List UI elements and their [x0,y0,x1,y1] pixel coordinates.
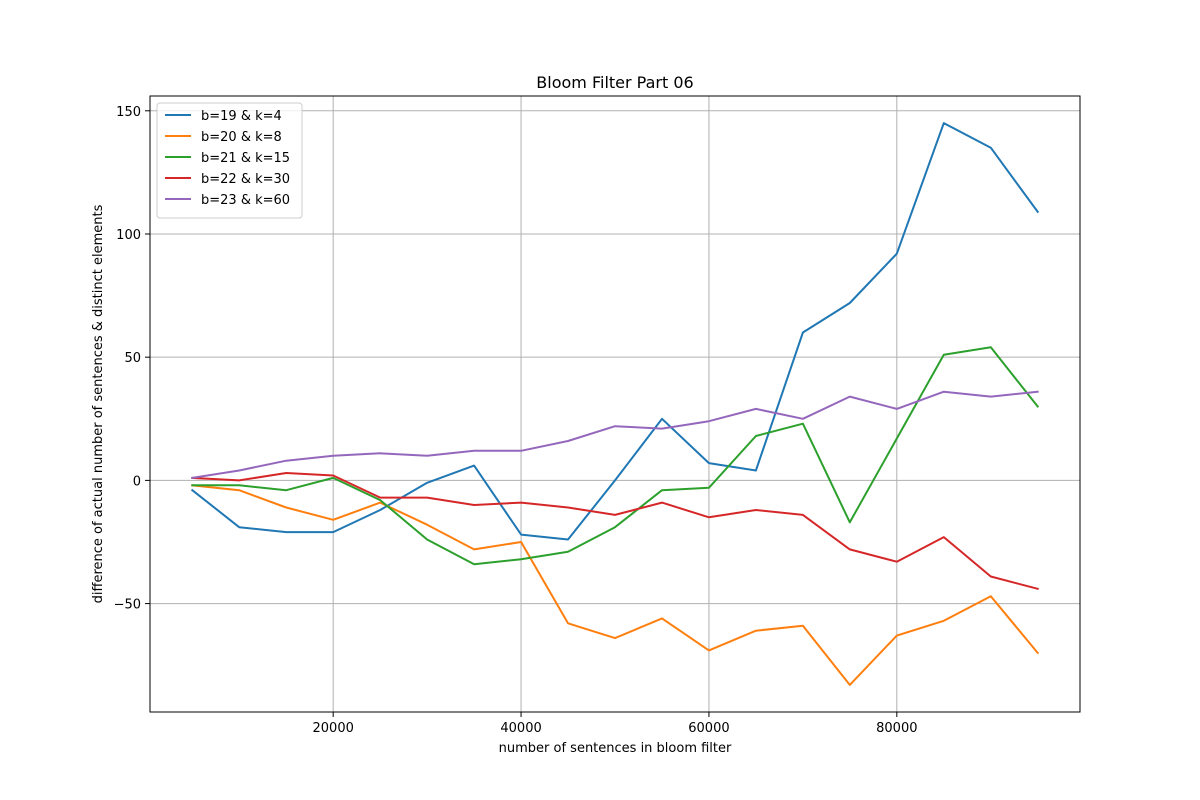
y-tick-label: 50 [124,351,141,366]
y-tick-label: −50 [114,598,141,613]
legend-label: b=19 & k=4 [201,109,282,124]
series-lines [190,122,1040,686]
plot-area-frame [149,95,1081,713]
x-axis-ticks: 20000 40000 60000 80000 [313,712,917,736]
series-line-3 [191,346,1040,566]
y-axis-label: difference of actual number of sentences… [91,204,106,603]
series-line-5 [191,390,1039,480]
y-tick-label: 150 [116,105,141,120]
series-line-2 [191,484,1040,686]
y-tick-label: 0 [133,474,141,489]
legend-label: b=21 & k=15 [201,151,290,166]
series-line-4 [191,472,1039,591]
y-axis-ticks: −50 0 50 100 150 [114,105,150,613]
legend: b=19 & k=4 b=20 & k=8 b=21 & k=15 b=22 & k=… [156,102,303,219]
y-tick-label: 100 [116,228,141,243]
legend-label: b=22 & k=30 [201,172,290,187]
chart-title: Bloom Filter Part 06 [536,73,693,92]
x-tick-label: 80000 [876,721,917,736]
legend-label: b=23 & k=60 [201,193,290,208]
legend-box [156,102,303,219]
x-tick-label: 60000 [688,721,729,736]
x-tick-label: 20000 [313,721,354,736]
series-line-1 [190,122,1040,541]
legend-label: b=20 & k=8 [201,130,282,145]
x-axis-label: number of sentences in bloom filter [499,741,732,756]
x-tick-label: 40000 [500,721,541,736]
